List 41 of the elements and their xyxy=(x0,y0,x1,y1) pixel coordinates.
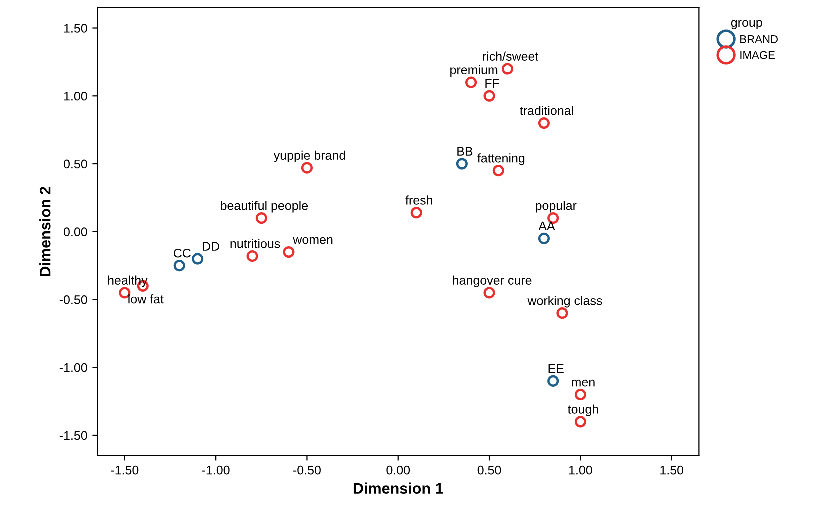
legend-label: IMAGE xyxy=(740,51,775,60)
y-tick-label: -0.50 xyxy=(60,296,88,304)
y-tick-label: 1.00 xyxy=(64,92,88,101)
x-tick-label: 1.50 xyxy=(660,466,684,475)
x-tick-label: -0.50 xyxy=(294,466,321,475)
x-tick-label: 0.50 xyxy=(478,466,502,475)
annotation: nutritious xyxy=(230,239,280,248)
legend-title: group xyxy=(731,20,762,30)
annotation: women xyxy=(293,237,333,244)
annotation: CC xyxy=(174,248,191,258)
annotation: men xyxy=(572,380,595,387)
legend-label: BRAND xyxy=(740,36,778,44)
annotation: tough xyxy=(568,404,598,416)
x-tick-label: -1.00 xyxy=(202,466,230,475)
annotation: fresh xyxy=(406,196,432,205)
y-axis-title: Dimension 2 xyxy=(40,187,51,276)
annotation: beautiful people xyxy=(221,201,308,213)
annotation: AA xyxy=(538,222,556,231)
annotation: DD xyxy=(203,242,220,251)
annotation: BB xyxy=(458,147,473,156)
annotation: FF xyxy=(486,79,500,88)
annotation: EE xyxy=(548,364,564,374)
annotation: traditional xyxy=(520,106,574,116)
annotation: yuppie brand xyxy=(274,150,346,163)
x-axis-title: Dimension 1 xyxy=(354,482,444,494)
annotation: low fat xyxy=(128,294,164,304)
y-tick-label: -1.00 xyxy=(60,363,88,372)
y-tick-label: 0.50 xyxy=(64,160,88,169)
annotation: rich/sweet xyxy=(483,52,539,61)
annotation: popular xyxy=(536,201,577,213)
annotation: fattening xyxy=(478,154,525,166)
x-tick-label: 1.00 xyxy=(569,466,592,475)
x-tick-label: 0.00 xyxy=(386,466,410,475)
annotation: hangover cure xyxy=(453,276,532,288)
annotation: healthy xyxy=(108,276,148,288)
y-tick-label: -1.50 xyxy=(60,431,88,440)
x-tick-label: -1.50 xyxy=(111,466,139,475)
y-tick-label: 0.00 xyxy=(64,228,88,237)
annotation: working class xyxy=(528,296,602,308)
y-tick-label: 1.50 xyxy=(64,24,88,33)
annotation: premium xyxy=(450,65,498,78)
